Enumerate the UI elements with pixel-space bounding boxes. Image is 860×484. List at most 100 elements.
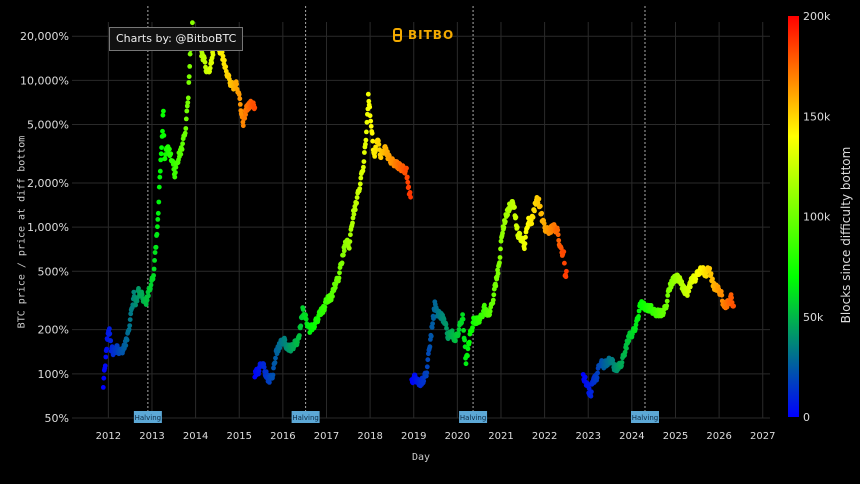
- y-tick-label: 2,000%: [27, 177, 69, 190]
- data-point: [127, 323, 133, 328]
- data-point: [103, 354, 109, 360]
- halving-badge: [133, 411, 162, 423]
- data-point: [252, 105, 258, 111]
- data-point: [104, 346, 110, 352]
- data-point: [185, 100, 191, 105]
- data-point: [376, 142, 382, 147]
- data-point: [456, 331, 461, 337]
- brand-logo: BITBO: [392, 28, 454, 42]
- x-tick-label: 2021: [488, 431, 513, 442]
- data-point: [556, 238, 562, 243]
- data-point: [341, 252, 346, 258]
- data-point: [462, 337, 467, 343]
- x-tick-label: 2025: [663, 431, 688, 442]
- y-tick-label: 500%: [38, 265, 69, 278]
- data-point: [273, 355, 278, 361]
- data-point: [512, 204, 517, 210]
- credit-box: Charts by: @BitboBTC: [109, 27, 244, 51]
- data-point: [350, 215, 356, 221]
- colorbar-gradient: [788, 16, 799, 417]
- data-point: [719, 292, 725, 298]
- data-point: [350, 220, 355, 226]
- data-point: [179, 147, 185, 152]
- x-tick-label: 2020: [445, 431, 470, 442]
- data-point: [336, 275, 342, 281]
- grid-lines: [72, 22, 770, 419]
- data-point: [467, 339, 472, 345]
- data-point: [346, 245, 352, 251]
- data-point: [347, 239, 353, 245]
- data-point: [441, 316, 447, 322]
- y-tick-label: 10,000%: [20, 74, 69, 87]
- data-point: [227, 76, 232, 82]
- data-point: [555, 227, 561, 233]
- data-point: [124, 337, 130, 343]
- data-point: [365, 91, 371, 97]
- data-point: [686, 288, 692, 294]
- data-point: [337, 270, 342, 276]
- data-point: [460, 316, 466, 322]
- data-point: [155, 210, 161, 216]
- data-point: [664, 303, 670, 309]
- data-point: [148, 282, 154, 288]
- x-tick-label: 2022: [532, 431, 557, 442]
- data-point: [210, 52, 216, 58]
- data-point: [143, 302, 149, 307]
- data-point: [133, 302, 139, 308]
- data-point: [108, 338, 114, 344]
- data-point: [367, 113, 373, 119]
- data-point: [222, 57, 227, 63]
- data-point: [366, 98, 372, 104]
- data-point: [425, 357, 431, 363]
- data-point: [487, 308, 493, 314]
- data-point: [561, 249, 567, 255]
- y-tick-label: 1,000%: [27, 221, 69, 234]
- data-point: [234, 81, 240, 87]
- data-point: [408, 194, 413, 200]
- data-point: [272, 360, 278, 365]
- data-point: [406, 184, 412, 190]
- data-point: [282, 337, 288, 343]
- data-point: [460, 312, 465, 317]
- data-point: [368, 123, 374, 129]
- x-tick-label: 2012: [96, 431, 121, 442]
- x-tick-label: 2015: [227, 431, 252, 442]
- data-point: [456, 327, 462, 332]
- data-point: [404, 165, 409, 171]
- data-point: [541, 221, 547, 226]
- data-point: [633, 322, 639, 328]
- data-point: [703, 273, 709, 279]
- data-point: [523, 234, 528, 240]
- data-point: [160, 112, 166, 118]
- data-point: [186, 80, 192, 85]
- colorbar-tick-label: 100k: [803, 211, 831, 224]
- data-point: [152, 250, 158, 255]
- data-point: [153, 244, 159, 250]
- data-point: [421, 378, 427, 384]
- data-point: [158, 157, 164, 163]
- data-point: [636, 308, 642, 314]
- x-tick-label: 2027: [750, 431, 775, 442]
- data-point: [664, 298, 670, 304]
- data-point: [139, 292, 145, 297]
- axes: 50% 100% 200% 500% 1,000% 2,000% 5,000% 10,000%…: [20, 30, 775, 442]
- data-point: [315, 317, 321, 322]
- data-point: [718, 289, 724, 294]
- data-point: [361, 159, 367, 165]
- data-point: [431, 316, 436, 321]
- data-point: [708, 271, 714, 276]
- data-point: [619, 360, 625, 365]
- data-point: [555, 232, 561, 238]
- data-point: [465, 353, 470, 359]
- data-point: [427, 344, 433, 350]
- data-point: [243, 112, 249, 117]
- halving-label: Halving: [135, 414, 161, 422]
- data-point: [146, 293, 151, 299]
- data-point: [151, 266, 157, 272]
- data-point: [183, 116, 189, 122]
- data-point: [351, 211, 357, 217]
- data-point: [202, 55, 207, 61]
- data-point: [341, 248, 347, 254]
- data-point: [157, 174, 163, 180]
- data-point: [539, 210, 545, 216]
